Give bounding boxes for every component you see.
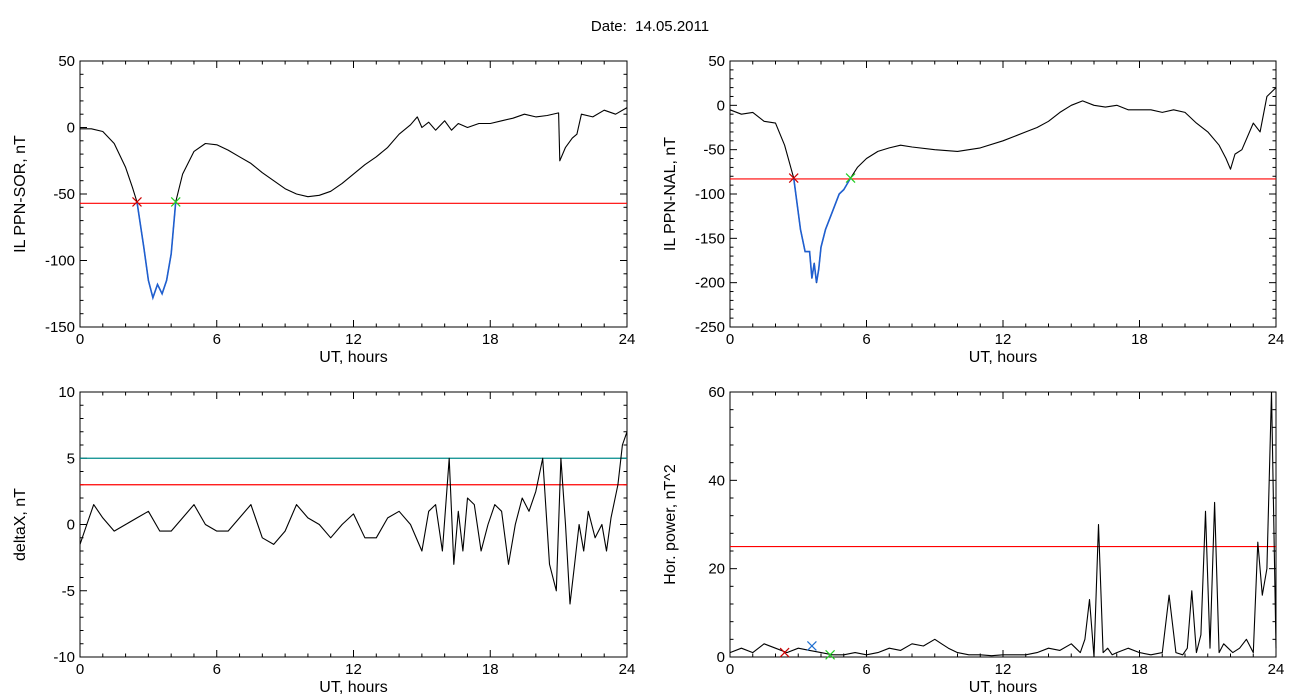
cross-marker <box>845 173 856 183</box>
y-tick-label: -150 <box>45 319 75 336</box>
x-tick-label: 24 <box>1268 331 1285 348</box>
x-axis-label: UT, hours <box>969 679 1037 696</box>
y-tick-label: 0 <box>67 120 75 137</box>
series-line <box>79 431 628 605</box>
x-axis-label: UT, hours <box>969 349 1037 366</box>
y-axis-label: Hor. power, nT^2 <box>662 464 679 585</box>
x-tick-label: 0 <box>76 331 84 348</box>
x-tick-label: 6 <box>213 661 221 678</box>
chart-panel-3: 0 6 12 18 24 -10 -5 0 5 10 UT, hours deltaX, nT <box>12 384 635 696</box>
x-tick-label: 6 <box>213 331 221 348</box>
cross-marker <box>779 647 790 658</box>
y-tick-label: -100 <box>695 186 725 203</box>
x-tick-label: 24 <box>619 331 636 348</box>
x-tick-label: 18 <box>1131 331 1148 348</box>
x-tick-label: 12 <box>995 661 1012 678</box>
x-axis-label: UT, hours <box>319 349 387 366</box>
y-tick-label: -5 <box>62 583 75 600</box>
x-tick-label: 24 <box>1268 661 1285 678</box>
x-tick-label: 0 <box>726 331 734 348</box>
x-tick-label: 12 <box>345 661 362 678</box>
plot-frame <box>729 60 1277 328</box>
y-tick-label: 20 <box>708 561 725 578</box>
y-axis-label: IL PPN-NAL, nT <box>662 137 679 251</box>
y-tick-label: 0 <box>717 97 725 114</box>
chart-panel-1: 0 6 12 18 24 -150 -100 -50 0 50 UT, hours IL PPN-SO… <box>12 53 635 366</box>
y-axis-label: IL PPN-SOR, nT <box>12 135 29 253</box>
y-tick-label: -50 <box>703 142 725 159</box>
cross-marker <box>170 197 181 207</box>
interval-highlight <box>136 201 177 301</box>
x-tick-label: 18 <box>1131 661 1148 678</box>
x-tick-label: 6 <box>862 331 870 348</box>
x-tick-label: 12 <box>995 331 1012 348</box>
y-tick-label: -250 <box>695 319 725 336</box>
series-line <box>80 107 628 299</box>
cross-marker <box>806 641 817 651</box>
y-tick-label: 50 <box>708 53 725 70</box>
x-axis-label: UT, hours <box>319 679 387 696</box>
y-tick-label: 10 <box>58 384 75 401</box>
y-tick-label: 50 <box>58 53 75 70</box>
x-tick-label: 18 <box>482 661 499 678</box>
plot-frame <box>79 391 628 658</box>
page-title: Date: 14.05.2011 <box>590 18 710 35</box>
series-line <box>729 391 1277 658</box>
x-tick-label: 6 <box>862 661 870 678</box>
chart-panel-2: 0 6 12 18 24 -250 -200 -150 -100 -50 0 50 UT, hours I… <box>662 53 1284 366</box>
x-tick-label: 12 <box>345 331 362 348</box>
y-tick-label: -100 <box>45 253 75 270</box>
interval-highlight <box>792 177 852 283</box>
y-tick-label: 0 <box>717 649 725 666</box>
series-line <box>729 87 1277 284</box>
y-tick-label: 40 <box>708 472 725 489</box>
y-tick-label: 60 <box>708 384 725 401</box>
y-tick-label: -50 <box>53 186 75 203</box>
y-tick-label: -10 <box>53 649 75 666</box>
cross-marker <box>788 173 799 183</box>
y-axis-label: deltaX, nT <box>12 488 29 561</box>
y-tick-label: -200 <box>695 275 725 292</box>
x-tick-label: 0 <box>726 661 734 678</box>
y-tick-label: -150 <box>695 230 725 247</box>
cross-marker <box>132 197 142 207</box>
plot-frame <box>79 60 628 328</box>
x-tick-label: 0 <box>76 661 84 678</box>
cross-marker <box>825 649 836 660</box>
y-tick-label: 5 <box>67 450 75 467</box>
chart-panel-4: 0 6 12 18 24 0 20 40 60 UT, hours Hor. power, nT^2 <box>662 384 1284 696</box>
y-tick-label: 0 <box>67 517 75 534</box>
x-tick-label: 18 <box>482 331 499 348</box>
x-tick-label: 24 <box>619 661 636 678</box>
